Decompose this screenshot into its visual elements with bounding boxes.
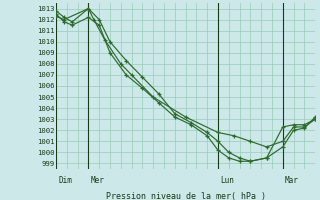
Text: Lun: Lun (220, 176, 234, 185)
Text: Mar: Mar (285, 176, 299, 185)
Text: Mer: Mer (91, 176, 104, 185)
Text: Dim: Dim (58, 176, 72, 185)
Text: Pression niveau de la mer( hPa ): Pression niveau de la mer( hPa ) (106, 192, 266, 200)
